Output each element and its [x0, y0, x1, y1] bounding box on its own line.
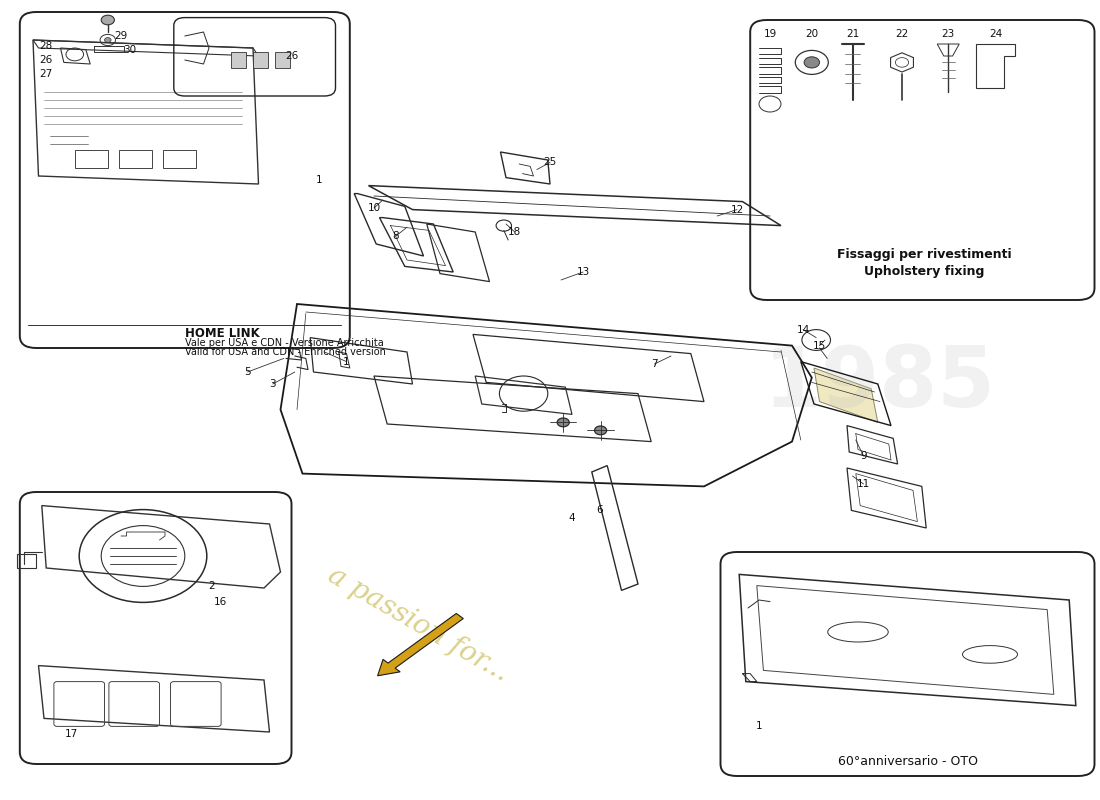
Text: Vale per USA e CDN - Versione Arricchita: Vale per USA e CDN - Versione Arricchita: [185, 338, 384, 348]
Text: 1: 1: [316, 175, 322, 185]
Text: 13: 13: [576, 267, 590, 277]
Circle shape: [804, 57, 820, 68]
Text: 16: 16: [213, 597, 227, 606]
Text: 23: 23: [942, 29, 955, 38]
Bar: [119, 150, 152, 168]
Circle shape: [558, 418, 570, 427]
Circle shape: [104, 38, 111, 42]
Text: HOME LINK: HOME LINK: [185, 327, 260, 340]
Text: a passion for...: a passion for...: [322, 562, 514, 686]
Text: 1: 1: [343, 357, 350, 366]
Text: 10: 10: [367, 203, 381, 213]
Text: 29: 29: [114, 31, 128, 41]
Text: 18: 18: [508, 227, 521, 237]
Text: 1985: 1985: [763, 343, 997, 425]
Text: Upholstery fixing: Upholstery fixing: [864, 266, 984, 278]
Text: 3: 3: [270, 379, 276, 389]
Circle shape: [595, 426, 607, 434]
Text: 17: 17: [65, 730, 78, 739]
Text: 25: 25: [543, 158, 557, 167]
Text: 20: 20: [805, 29, 818, 38]
Text: 14: 14: [796, 325, 810, 334]
Text: 26: 26: [40, 55, 53, 65]
Bar: [253, 52, 268, 68]
Text: 22: 22: [895, 29, 909, 38]
Text: 9: 9: [860, 451, 867, 461]
Text: 27: 27: [40, 69, 53, 78]
Text: 6: 6: [596, 506, 603, 515]
Text: 26: 26: [285, 51, 298, 61]
Polygon shape: [814, 368, 878, 422]
Bar: [231, 52, 246, 68]
Circle shape: [101, 15, 114, 25]
Text: 1: 1: [756, 722, 762, 731]
Text: 21: 21: [846, 29, 859, 38]
Text: 30: 30: [123, 45, 136, 54]
Text: 12: 12: [730, 205, 744, 214]
Text: 28: 28: [40, 42, 53, 51]
Bar: [16, 554, 36, 568]
Text: 5: 5: [244, 367, 251, 377]
Text: 60°anniversario - OTO: 60°anniversario - OTO: [837, 755, 978, 768]
Text: 2: 2: [208, 581, 214, 590]
Text: 8: 8: [393, 231, 399, 241]
Bar: [163, 150, 196, 168]
Text: 24: 24: [989, 29, 1002, 38]
Text: 19: 19: [763, 29, 777, 38]
Text: 7: 7: [651, 359, 658, 369]
Text: 15: 15: [813, 341, 826, 350]
Text: Valid for USA and CDN - Enriched version: Valid for USA and CDN - Enriched version: [185, 347, 386, 357]
Text: 4: 4: [569, 514, 575, 523]
Text: Fissaggi per rivestimenti: Fissaggi per rivestimenti: [837, 248, 1011, 261]
Bar: [275, 52, 290, 68]
Bar: [75, 150, 108, 168]
FancyArrow shape: [377, 614, 463, 676]
Text: 11: 11: [857, 479, 870, 489]
